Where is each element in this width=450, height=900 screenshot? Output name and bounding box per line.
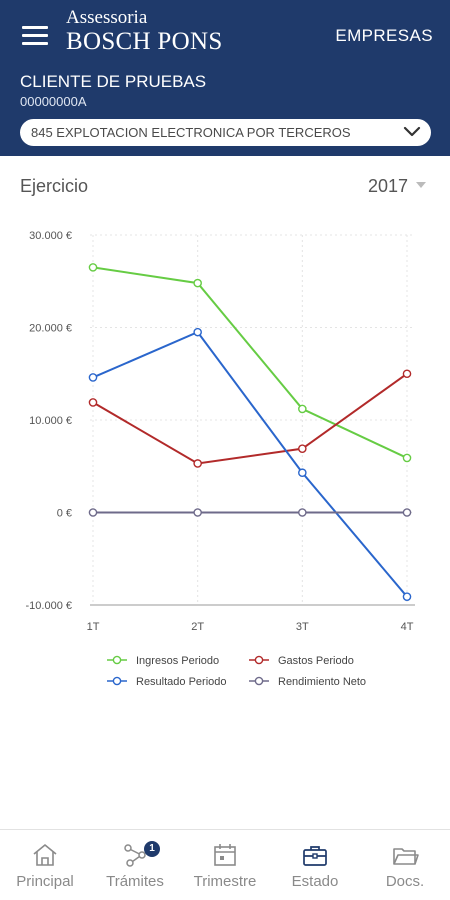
- tab-label-principal: Principal: [16, 873, 74, 890]
- year-select[interactable]: 2017: [368, 176, 426, 197]
- data-point: [193, 508, 202, 517]
- logo-line-2: BOSCH PONS: [66, 28, 223, 55]
- y-tick-label: 0 €: [57, 508, 72, 520]
- series-line-1: [92, 372, 408, 465]
- x-tick-label: 1T: [87, 621, 100, 633]
- data-point: [402, 453, 412, 463]
- legend-marker: [254, 676, 264, 686]
- tab-label-tramites: Trámites: [106, 873, 164, 890]
- data-point: [193, 327, 202, 337]
- y-tick-label: -10.000 €: [26, 600, 72, 612]
- tab-label-estado: Estado: [291, 873, 339, 890]
- tab-tramites[interactable]: 1 Trámites: [90, 830, 180, 900]
- data-point: [298, 444, 307, 453]
- data-point: [193, 278, 202, 288]
- calendar-icon: [214, 844, 236, 866]
- y-tick-label: 10.000 €: [29, 415, 72, 427]
- legend-marker: [112, 655, 122, 665]
- empresas-button[interactable]: EMPRESAS: [335, 26, 433, 45]
- home-icon: [33, 844, 57, 866]
- data-point: [402, 592, 412, 601]
- x-tick-label: 4T: [401, 621, 414, 633]
- legend-marker: [112, 676, 122, 686]
- activity-select[interactable]: 845 EXPLOTACION ELECTRONICA POR TERCEROS: [20, 119, 431, 146]
- hamburger-menu-icon[interactable]: [22, 26, 48, 46]
- data-point: [88, 398, 98, 407]
- tab-trimestre[interactable]: Trimestre: [180, 830, 270, 900]
- data-point: [298, 404, 307, 414]
- data-point: [193, 459, 202, 468]
- share-network-icon: [124, 844, 146, 867]
- dropdown-triangle-icon: [416, 182, 426, 189]
- chevron-down-icon: [403, 126, 421, 137]
- tab-estado[interactable]: Estado: [270, 830, 360, 900]
- bottom-tab-bar: Principal 1 Trámites Trimestre Estado: [0, 829, 450, 900]
- line-chart: 30.000 € 20.000 € 10.000 € 0 € -10.000 € 1T 2T…: [26, 230, 415, 688]
- y-tick-label: 30.000 €: [29, 230, 72, 242]
- legend-marker: [254, 655, 264, 665]
- data-point: [402, 369, 412, 379]
- tramites-badge: 1: [144, 841, 160, 857]
- legend-label: Gastos Periodo: [278, 655, 354, 667]
- data-point: [88, 373, 98, 382]
- folder-icon: [393, 848, 419, 865]
- tab-label-docs: Docs.: [385, 873, 425, 890]
- data-point: [298, 468, 307, 478]
- series-line-2: [92, 330, 408, 598]
- brand-logo: Assessoria BOSCH PONS: [66, 8, 223, 56]
- data-point: [88, 508, 98, 517]
- year-value: 2017: [367, 176, 408, 196]
- x-tick-label: 2T: [191, 621, 204, 633]
- legend-label: Rendimiento Neto: [278, 676, 366, 688]
- activity-select-value: 845 EXPLOTACION ELECTRONICA POR TERCEROS: [31, 125, 351, 140]
- client-name: CLIENTE DE PRUEBAS: [20, 72, 207, 91]
- app-header: Assessoria BOSCH PONS EMPRESAS CLIENTE D…: [0, 0, 450, 156]
- series-line-0: [92, 266, 408, 459]
- tab-principal[interactable]: Principal: [0, 830, 90, 900]
- ejercicio-label: Ejercicio: [20, 176, 89, 196]
- client-id: 00000000A: [20, 94, 87, 109]
- data-point: [402, 508, 412, 517]
- x-tick-label: 3T: [296, 621, 309, 633]
- tab-label-trimestre: Trimestre: [193, 873, 257, 890]
- briefcase-icon: [303, 846, 327, 866]
- legend-label: Ingresos Periodo: [136, 655, 219, 667]
- tab-docs[interactable]: Docs.: [360, 830, 450, 900]
- data-point: [298, 508, 307, 517]
- logo-line-1: Assessoria: [66, 7, 148, 28]
- legend-label: Resultado Periodo: [136, 676, 227, 688]
- y-tick-label: 20.000 €: [29, 323, 72, 335]
- data-point: [88, 263, 98, 272]
